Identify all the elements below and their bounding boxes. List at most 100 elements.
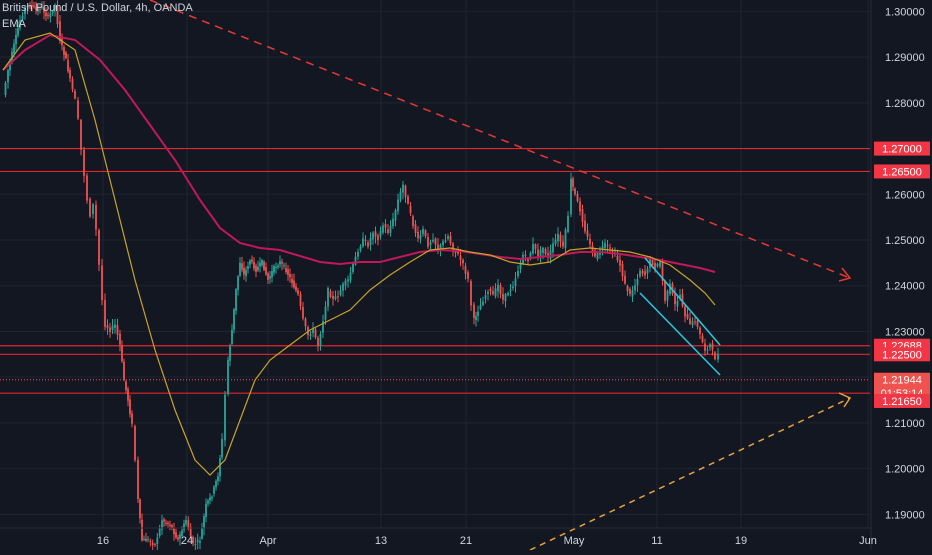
candle-body	[494, 288, 497, 297]
channel-upper-line	[644, 257, 721, 346]
candle-body	[131, 413, 133, 424]
candle-body	[447, 236, 449, 239]
candle-body	[154, 544, 156, 546]
candle-body	[572, 178, 574, 187]
candle-body	[173, 528, 175, 535]
candle-body	[591, 245, 594, 253]
candle-body	[454, 250, 457, 253]
candle-body	[686, 314, 689, 319]
candle-body	[322, 321, 324, 333]
candle-body	[559, 234, 562, 242]
candle-body	[106, 324, 109, 329]
candle-body	[437, 244, 439, 251]
candle-body	[63, 47, 65, 55]
candle-body	[287, 269, 289, 275]
candle-body	[221, 439, 223, 458]
candle-body	[334, 296, 337, 299]
candle-body	[419, 235, 422, 240]
candle-body	[369, 238, 372, 246]
y-tick-label: 1.26000	[885, 189, 925, 201]
candle-body	[224, 394, 226, 441]
candle-body	[512, 286, 514, 289]
resistance-arrowhead	[838, 267, 852, 282]
y-tick-label: 1.25000	[885, 235, 925, 247]
candle-body	[404, 185, 407, 197]
candle-body	[158, 527, 161, 536]
candle-body	[61, 38, 63, 46]
candle-body	[626, 285, 629, 291]
candle-body	[125, 381, 127, 391]
candle-body	[245, 269, 247, 277]
candle-body	[475, 316, 477, 320]
candle-body	[473, 304, 475, 319]
y-tick-label: 1.23000	[885, 326, 925, 338]
candle-body	[319, 333, 322, 346]
price-tag	[874, 347, 930, 362]
candle-body	[43, 7, 45, 13]
candle-body	[684, 306, 686, 317]
candle-body	[497, 284, 499, 292]
candle-body	[487, 291, 489, 295]
candle-body	[664, 281, 666, 301]
candle-body	[259, 262, 261, 267]
candle-body	[92, 204, 94, 215]
candle-body	[570, 178, 572, 215]
candle-body	[134, 426, 136, 461]
candle-body	[659, 262, 661, 267]
x-tick-label: 11	[651, 535, 662, 547]
candle-body	[387, 229, 389, 233]
candle-body	[646, 268, 649, 274]
candle-body	[564, 229, 567, 248]
candle-body	[175, 532, 177, 538]
candle-body	[694, 321, 696, 323]
x-tick-label: 24	[181, 535, 193, 547]
candle-body	[15, 34, 17, 45]
candle-body	[247, 266, 249, 270]
candle-body	[9, 61, 11, 71]
candle-body	[141, 519, 143, 541]
candle-body	[414, 224, 417, 233]
y-tick-label: 1.28000	[885, 98, 925, 110]
candle-body	[114, 324, 116, 328]
candle-body	[347, 279, 349, 282]
candle-body	[199, 541, 201, 543]
candle-body	[711, 343, 714, 350]
candle-body	[329, 291, 332, 297]
candle-body	[47, 14, 49, 17]
candle-body	[422, 228, 424, 235]
candle-body	[67, 60, 69, 72]
candle-body	[432, 239, 434, 242]
candle-body	[661, 261, 664, 281]
candle-body	[462, 259, 464, 264]
candle-body	[362, 238, 364, 247]
y-tick-label: 1.29000	[885, 52, 925, 64]
candle-body	[529, 252, 532, 259]
candle-body	[442, 241, 444, 246]
candle-body	[209, 497, 211, 501]
horizontal-levels	[0, 147, 870, 394]
candle-body	[267, 273, 269, 280]
candle-body	[534, 244, 537, 249]
candle-body	[233, 309, 235, 330]
candle-body	[7, 70, 9, 83]
candle-body	[151, 542, 154, 546]
candle-body	[145, 538, 147, 541]
candle-body	[139, 499, 141, 519]
candle-body	[19, 20, 21, 29]
candle-body	[412, 216, 414, 227]
candle-body	[504, 294, 507, 302]
candle-body	[71, 78, 74, 90]
candle-body	[397, 199, 399, 212]
candle-body	[35, 6, 37, 10]
x-tick-label: May	[564, 535, 585, 547]
candle-body	[367, 242, 369, 247]
candle-body	[482, 301, 484, 305]
ema-slow-line	[2, 33, 716, 273]
candle-body	[452, 243, 454, 252]
candle-body	[291, 279, 293, 283]
candle-body	[235, 289, 237, 311]
candle-body	[273, 266, 275, 273]
time-axis: 16 24 Apr 13 21 May 11 19 Jun	[0, 527, 877, 547]
